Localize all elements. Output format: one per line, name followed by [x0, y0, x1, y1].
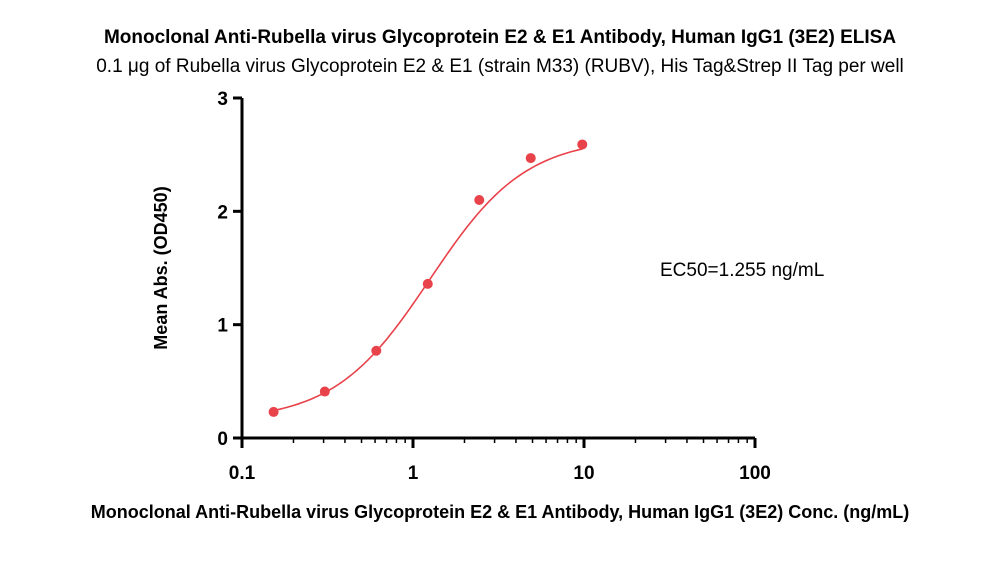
data-point	[525, 153, 536, 164]
y-axis-title: Mean Abs. (OD450)	[151, 186, 171, 349]
data-point	[319, 386, 330, 397]
y-tick-label: 0	[217, 429, 228, 450]
y-tick-label: 3	[217, 89, 228, 110]
data-point	[577, 139, 588, 150]
data-point	[371, 345, 382, 356]
x-tick-label: 1	[408, 463, 419, 484]
x-tick-label: 0.1	[229, 463, 256, 484]
data-point	[268, 406, 279, 417]
y-tick-label: 1	[217, 316, 228, 337]
x-axis-title: Monoclonal Anti-Rubella virus Glycoprote…	[91, 502, 909, 522]
ec50-annotation: EC50=1.255 ng/mL	[660, 260, 824, 281]
data-point	[474, 195, 485, 205]
data-point	[422, 278, 433, 289]
chart-title: Monoclonal Anti-Rubella virus Glycoprote…	[103, 27, 897, 48]
axes: 0 1 2 3 0.1 1 10 100	[217, 89, 770, 484]
x-tick-label: 10	[573, 463, 594, 484]
x-tick-label: 100	[739, 463, 771, 484]
data-points	[268, 139, 588, 417]
y-axis-ticks: 0 1 2 3	[217, 89, 242, 450]
y-tick-label: 2	[217, 202, 228, 223]
x-axis-ticks: 0.1 1 10 100	[229, 438, 771, 484]
chart-subtitle: 0.1 μg of Rubella virus Glycoprotein E2 …	[96, 56, 904, 77]
